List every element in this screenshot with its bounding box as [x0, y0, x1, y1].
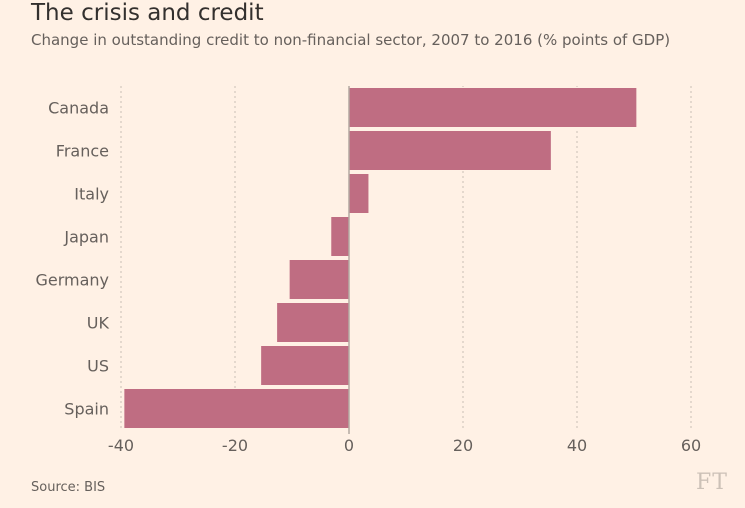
source-note: Source: BIS	[31, 480, 106, 495]
x-tick-label-3: 20	[453, 436, 473, 455]
x-tick-label-1: -20	[222, 436, 248, 455]
bar-canada	[348, 87, 638, 128]
x-tick-label-0: -40	[108, 436, 134, 455]
bar-uk	[276, 302, 350, 343]
chart-title: The crisis and credit	[31, 0, 264, 26]
chart-subtitle: Change in outstanding credit to non-fina…	[31, 31, 671, 49]
category-label-france: France	[56, 142, 109, 161]
bar-france	[348, 130, 552, 171]
category-label-canada: Canada	[48, 99, 109, 118]
bar-spain	[123, 388, 350, 429]
ft-logo: FT	[696, 470, 728, 495]
category-label-italy: Italy	[74, 185, 109, 204]
category-label-spain: Spain	[64, 400, 109, 419]
category-label-us: US	[87, 357, 109, 376]
x-tick-label-2: 0	[344, 436, 354, 455]
bar-italy	[348, 173, 370, 214]
category-label-germany: Germany	[35, 271, 109, 290]
x-tick-label-4: 40	[567, 436, 587, 455]
category-label-uk: UK	[87, 314, 110, 333]
x-tick-label-5: 60	[681, 436, 701, 455]
bar-us	[260, 345, 350, 386]
bar-japan	[330, 216, 350, 257]
bar-germany	[288, 259, 350, 300]
category-label-japan: Japan	[63, 228, 109, 247]
